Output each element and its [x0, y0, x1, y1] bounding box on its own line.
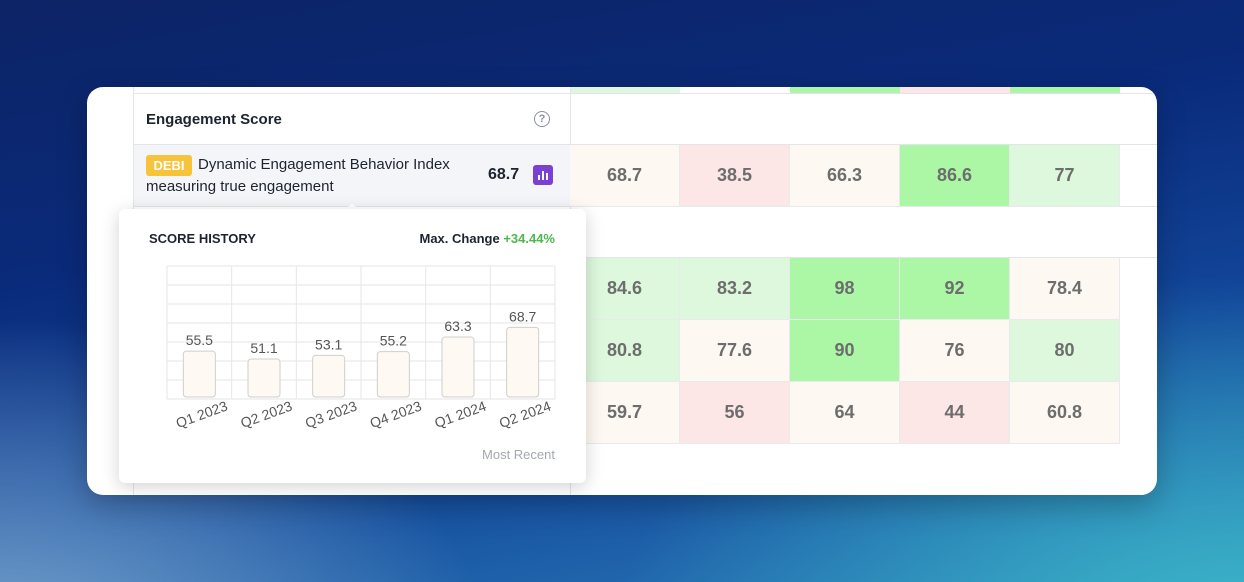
metric-row-debi[interactable]	[134, 145, 570, 207]
history-bar	[312, 354, 346, 398]
x-tick-label: Q1 2023	[174, 398, 230, 431]
bar-value-label: 55.5	[186, 332, 213, 348]
popup-pointer	[345, 203, 359, 210]
x-tick-label: Q2 2023	[238, 398, 294, 431]
x-tick-label: Q1 2024	[432, 398, 488, 431]
most-recent-label: Most Recent	[482, 447, 555, 462]
score-cell[interactable]: 80	[1010, 320, 1120, 382]
group-divider	[570, 257, 1157, 258]
score-cell[interactable]: 83.2	[680, 258, 790, 320]
max-change-label: Max. Change	[419, 231, 500, 246]
score-history-popup: SCORE HISTORY Max. Change +34.44% 55.5 Q1…	[119, 209, 586, 483]
score-cell[interactable]: 60.8	[1010, 382, 1120, 444]
score-cell[interactable]: 38.5	[680, 145, 790, 207]
x-tick-label: Q3 2023	[303, 398, 359, 431]
section-top-divider	[134, 93, 1157, 94]
metric-name-continued: measuring true engagement	[146, 178, 334, 195]
section-title: Engagement Score	[146, 111, 282, 128]
max-change: Max. Change +34.44%	[420, 231, 556, 246]
score-cell[interactable]: 64	[790, 382, 900, 444]
metric-current-value: 68.7	[488, 166, 520, 183]
bar-value-label: 55.2	[380, 333, 407, 349]
score-cell[interactable]: 84.6	[570, 258, 680, 320]
history-bar	[182, 350, 216, 398]
x-tick-label: Q2 2024	[497, 398, 553, 431]
score-history-chart-icon[interactable]	[533, 165, 553, 185]
score-cell[interactable]: 86.6	[900, 145, 1010, 207]
score-cell[interactable]: 68.7	[570, 145, 680, 207]
bar-value-label: 53.1	[315, 336, 342, 352]
metric-badge: DEBI	[146, 155, 192, 176]
previous-row-cell	[680, 87, 790, 93]
bar-value-label: 68.7	[509, 308, 536, 324]
max-change-value: +34.44%	[503, 231, 555, 246]
bar-value-label: 51.1	[250, 340, 277, 356]
popup-title: SCORE HISTORY	[149, 231, 256, 246]
history-bar	[506, 326, 540, 398]
score-cell[interactable]: 44	[900, 382, 1010, 444]
score-cell[interactable]: 59.7	[570, 382, 680, 444]
history-bar	[441, 336, 475, 398]
previous-row-cell	[900, 87, 1010, 93]
previous-row-cell	[1010, 87, 1120, 93]
previous-row-cell	[570, 87, 680, 93]
score-cell[interactable]: 78.4	[1010, 258, 1120, 320]
score-cell[interactable]: 77.6	[680, 320, 790, 382]
score-history-chart: 55.5 Q1 2023 51.1 Q2 2023 53.1 Q3 2023 55.2 Q4 …	[166, 265, 556, 431]
metric-name: Dynamic Engagement Behavior Index	[198, 156, 450, 173]
previous-row-cell	[790, 87, 900, 93]
help-icon[interactable]: ?	[534, 111, 550, 127]
score-cell[interactable]: 76	[900, 320, 1010, 382]
history-bar	[376, 351, 410, 398]
score-cell[interactable]: 98	[790, 258, 900, 320]
score-cell[interactable]: 77	[1010, 145, 1120, 207]
history-bar	[247, 358, 281, 398]
x-tick-label: Q4 2023	[368, 398, 424, 431]
score-cell[interactable]: 66.3	[790, 145, 900, 207]
section-header-divider	[134, 144, 1157, 145]
score-cell[interactable]: 56	[680, 382, 790, 444]
bar-value-label: 63.3	[444, 318, 471, 334]
score-cell[interactable]: 90	[790, 320, 900, 382]
score-cell[interactable]: 80.8	[570, 320, 680, 382]
score-cell[interactable]: 92	[900, 258, 1010, 320]
